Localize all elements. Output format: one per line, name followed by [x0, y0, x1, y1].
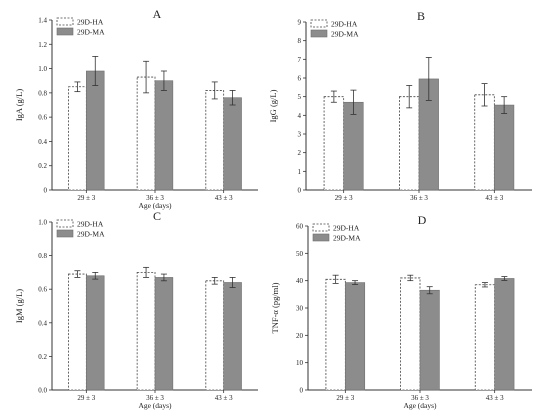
y-axis-label: IgA (g/L): [14, 89, 24, 122]
bar-29d-ha: [400, 277, 421, 391]
y-tick-label: 30: [296, 305, 304, 313]
y-axis-label: IgM (g/L): [14, 289, 24, 323]
bar-29d-ha: [474, 94, 495, 191]
y-tick-label: 0.6: [38, 114, 47, 122]
y-tick-label: 50: [296, 250, 304, 258]
bar-29d-ha: [136, 271, 156, 391]
bar-29d-ma: [494, 104, 515, 191]
legend-swatch: [310, 19, 328, 28]
y-axis-label: TNF-α (pg/ml): [270, 282, 280, 333]
bar-29d-ha: [205, 90, 225, 191]
y-tick-label: 0.4: [38, 319, 47, 327]
x-axis-label: Age (days): [138, 401, 172, 410]
panel-b: 0 1 2 3 4 5 6 7 8 9 IgG (g/L) B 29 ± 3 36 ± 3 43 ± 3 29…: [268, 9, 532, 202]
y-tick-label: 0.2: [38, 162, 47, 170]
y-tick-label: 10: [296, 359, 304, 367]
y-tick-label: 1.0: [38, 65, 47, 73]
y-tick-label: 0.8: [38, 89, 47, 97]
bar-29d-ha: [68, 86, 87, 191]
legend-label: 29D-MA: [77, 28, 105, 37]
bar-29d-ha: [474, 284, 496, 391]
x-tick-label: 36 ± 3: [146, 394, 164, 402]
panel-a: 0 0.2 0.4 0.6 0.8 1.0 1.2 1.4 IgA (g/L) A 29 ± 3 36…: [14, 7, 258, 210]
y-tick-label: 1.4: [38, 17, 47, 25]
y-tick-label: 7: [298, 56, 302, 64]
bar-29d-ma: [223, 282, 242, 391]
bar-29d-ma: [86, 275, 105, 391]
bar-29d-ma: [223, 97, 242, 191]
bar-29d-ha: [325, 278, 346, 391]
legend-swatch: [312, 233, 330, 242]
y-tick-label: 3: [298, 131, 302, 139]
bar-29d-ma: [86, 70, 105, 191]
legend-label: 29D-MA: [77, 230, 105, 239]
bar-29d-ma: [154, 277, 174, 391]
x-tick-label: 36 ± 3: [410, 194, 428, 202]
x-tick-label: 29 ± 3: [77, 394, 95, 402]
y-tick-label: 0: [300, 387, 304, 395]
y-tick-label: 9: [298, 19, 302, 27]
legend-swatch: [56, 17, 74, 26]
x-tick-label: 29 ± 3: [335, 194, 353, 202]
y-tick-label: 1.2: [38, 41, 47, 49]
x-axis-label: Age (days): [138, 201, 172, 210]
y-tick-label: 0.8: [38, 252, 47, 260]
panel-d: 0 10 20 30 40 50 60 TNF-α (pg/ml) D 29 ± 3 36 ± 3 4…: [270, 213, 532, 410]
bar-29d-ha: [399, 96, 420, 191]
bar-29d-ha: [68, 273, 87, 391]
bar-29d-ha: [205, 280, 225, 391]
x-tick-label: 36 ± 3: [411, 394, 429, 402]
legend-label: 29D-HA: [333, 224, 360, 233]
bar-29d-ma: [419, 289, 440, 391]
y-tick-label: 4: [298, 112, 302, 120]
bar-29d-ma: [345, 282, 366, 391]
legend-label: 29D-MA: [333, 234, 361, 243]
y-tick-label: 8: [298, 37, 302, 45]
legend-swatch: [310, 29, 328, 38]
bar-29d-ha: [136, 76, 156, 191]
bar-29d-ma: [343, 101, 364, 191]
y-tick-label: 20: [296, 332, 304, 340]
panel-letter: D: [418, 213, 427, 227]
y-tick-label: 0: [44, 187, 48, 195]
x-tick-label: 36 ± 3: [146, 194, 164, 202]
y-tick-label: 60: [296, 223, 304, 231]
panel-letter: A: [153, 7, 162, 21]
y-tick-label: 0.0: [38, 387, 47, 395]
legend-swatch: [56, 219, 74, 228]
panel-c: 0.0 0.2 0.4 0.6 0.8 1.0 IgM (g/L) C 29 ± 3 36 ± 3…: [14, 209, 258, 410]
legend-label: 29D-MA: [331, 30, 359, 39]
panel-letter: C: [153, 209, 161, 223]
y-tick-label: 1.0: [38, 219, 47, 227]
x-tick-label: 29 ± 3: [336, 394, 354, 402]
legend-label: 29D-HA: [77, 18, 104, 27]
x-tick-label: 43 ± 3: [215, 194, 233, 202]
legend-label: 29D-HA: [77, 220, 104, 229]
bar-29d-ma: [494, 278, 515, 391]
x-axis-label: Age (days): [403, 401, 437, 410]
legend-swatch: [312, 223, 330, 232]
y-tick-label: 5: [298, 93, 302, 101]
y-tick-label: 2: [298, 149, 302, 157]
x-tick-label: 29 ± 3: [77, 194, 95, 202]
legend-label: 29D-HA: [331, 20, 358, 29]
panel-letter: B: [417, 9, 425, 23]
bar-29d-ha: [323, 96, 345, 191]
bar-29d-ma: [154, 80, 174, 191]
y-tick-label: 40: [296, 277, 304, 285]
y-tick-label: 1: [298, 168, 302, 176]
x-tick-label: 43 ± 3: [215, 394, 233, 402]
y-axis-label: IgG (g/L): [268, 89, 278, 122]
y-tick-label: 0.2: [38, 353, 47, 361]
y-tick-label: 6: [298, 75, 302, 83]
x-tick-label: 43 ± 3: [486, 394, 504, 402]
y-tick-label: 0.4: [38, 138, 47, 146]
y-tick-label: 0: [298, 187, 302, 195]
x-tick-label: 43 ± 3: [485, 194, 503, 202]
legend-swatch: [56, 229, 74, 238]
y-tick-label: 0.6: [38, 286, 47, 294]
legend-swatch: [56, 27, 74, 36]
